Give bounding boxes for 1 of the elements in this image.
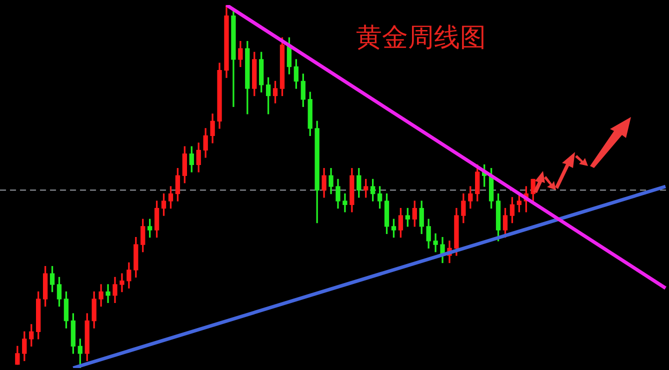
text: 黄金周线图 <box>356 22 486 55</box>
